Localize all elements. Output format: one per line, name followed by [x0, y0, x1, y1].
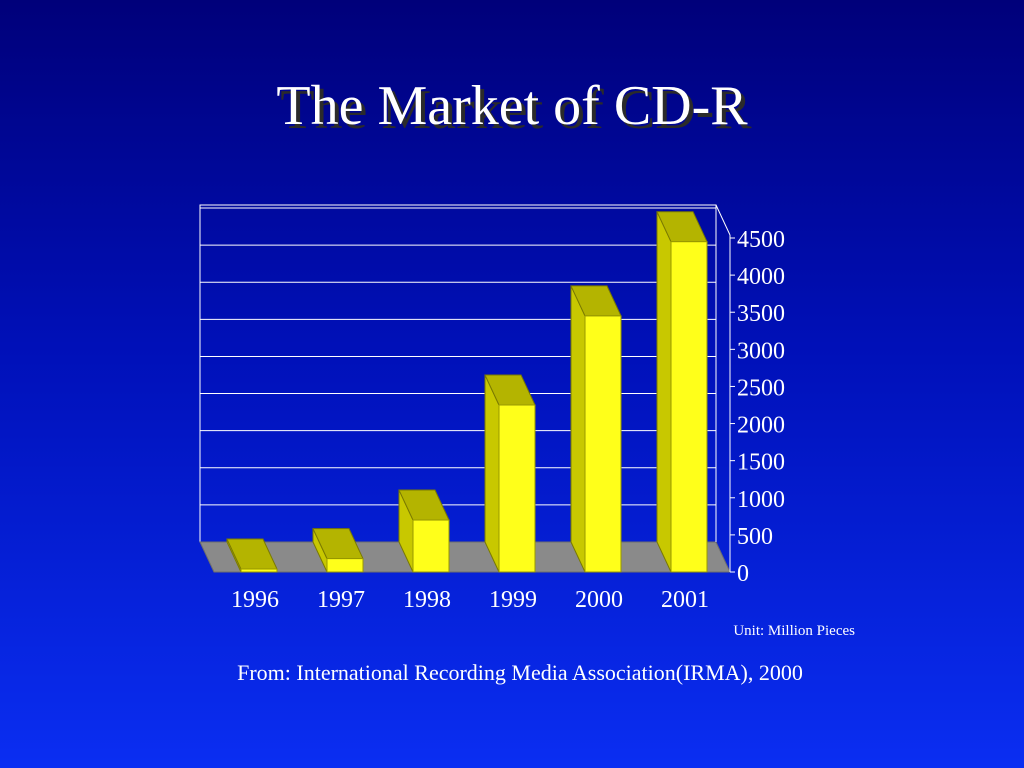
- bar-1997: [326, 558, 364, 573]
- y-tick-label: 4000: [737, 264, 785, 290]
- bar-2001: [670, 241, 708, 573]
- y-tick-label: 3500: [737, 301, 785, 327]
- source-note: From: International Recording Media Asso…: [237, 660, 803, 685]
- bar-2000: [584, 315, 622, 573]
- side-wall-top-edge: [715, 204, 731, 236]
- x-tick-label: 2000: [575, 587, 623, 613]
- plot-back-wall: [199, 204, 717, 543]
- bar-1998: [412, 519, 450, 573]
- y-tick-label: 1000: [737, 487, 785, 513]
- y-tick-label: 500: [737, 524, 773, 550]
- bar-side-1999: [484, 374, 500, 573]
- y-tick-label: 1500: [737, 450, 785, 476]
- chart-floor: [199, 541, 731, 573]
- bar-side-2000: [570, 285, 586, 573]
- x-tick-label: 1996: [231, 587, 279, 613]
- x-tick-label: 2001: [661, 587, 709, 613]
- unit-note: Unit: Million Pieces: [733, 623, 855, 639]
- bar-1999: [498, 404, 536, 573]
- y-tick-label: 3000: [737, 338, 785, 364]
- x-tick-label: 1998: [403, 587, 451, 613]
- y-tick-label: 4500: [737, 227, 785, 253]
- bar-side-2001: [656, 211, 672, 573]
- x-tick-label: 1997: [317, 587, 365, 613]
- bar-1996: [240, 568, 278, 573]
- y-tick-label: 0: [737, 561, 749, 587]
- y-tick-label: 2500: [737, 375, 785, 401]
- y-tick-label: 2000: [737, 413, 785, 439]
- x-tick-label: 1999: [489, 587, 537, 613]
- slide-title: The Market of CD-R: [276, 75, 748, 137]
